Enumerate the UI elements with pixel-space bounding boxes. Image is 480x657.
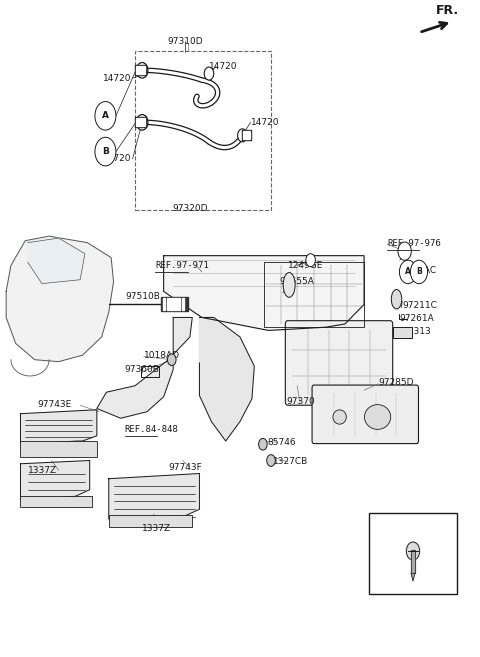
Bar bbox=[178, 298, 180, 309]
Circle shape bbox=[410, 260, 428, 284]
Bar bbox=[141, 365, 159, 377]
Bar bbox=[135, 65, 145, 75]
Text: 1249GE: 1249GE bbox=[288, 261, 323, 270]
Text: 1018AD: 1018AD bbox=[395, 523, 431, 532]
Bar bbox=[411, 551, 415, 573]
Text: 1337Z: 1337Z bbox=[28, 466, 57, 475]
Polygon shape bbox=[28, 238, 85, 284]
Bar bbox=[170, 298, 173, 309]
Bar bbox=[21, 441, 97, 457]
Text: 14720: 14720 bbox=[251, 118, 279, 127]
Text: 97370: 97370 bbox=[287, 397, 315, 407]
Text: A: A bbox=[405, 267, 411, 277]
Ellipse shape bbox=[333, 410, 346, 424]
Text: 1018AD: 1018AD bbox=[144, 351, 180, 359]
Bar bbox=[135, 51, 271, 210]
Bar bbox=[163, 298, 165, 309]
Circle shape bbox=[95, 137, 116, 166]
Circle shape bbox=[259, 438, 267, 450]
Circle shape bbox=[399, 260, 417, 284]
Text: 97211C: 97211C bbox=[402, 302, 437, 310]
Text: 14720: 14720 bbox=[209, 62, 238, 71]
Text: 1327CB: 1327CB bbox=[274, 457, 309, 466]
Text: REF.97-971: REF.97-971 bbox=[155, 261, 209, 270]
Bar bbox=[136, 118, 144, 125]
Bar bbox=[174, 298, 177, 309]
Bar bbox=[264, 262, 364, 327]
Polygon shape bbox=[97, 317, 192, 419]
Text: 97320D: 97320D bbox=[172, 204, 208, 213]
Bar bbox=[167, 298, 169, 309]
Text: B: B bbox=[102, 147, 109, 156]
Text: FR.: FR. bbox=[435, 4, 458, 17]
Text: REF.97-976: REF.97-976 bbox=[387, 239, 441, 248]
Text: 1337Z: 1337Z bbox=[142, 524, 171, 533]
Text: 1327AC: 1327AC bbox=[402, 266, 437, 275]
Ellipse shape bbox=[364, 405, 391, 430]
Circle shape bbox=[398, 242, 411, 260]
Polygon shape bbox=[109, 474, 199, 519]
Circle shape bbox=[168, 354, 176, 365]
Text: 97743F: 97743F bbox=[168, 463, 202, 472]
Bar bbox=[369, 512, 457, 594]
Bar bbox=[21, 495, 92, 507]
FancyBboxPatch shape bbox=[312, 385, 419, 443]
Polygon shape bbox=[6, 236, 114, 361]
Bar bbox=[161, 296, 188, 311]
Text: 97261A: 97261A bbox=[399, 314, 433, 323]
Ellipse shape bbox=[283, 273, 295, 297]
Ellipse shape bbox=[391, 290, 402, 309]
Circle shape bbox=[95, 102, 116, 130]
Text: 97360B: 97360B bbox=[124, 365, 159, 374]
Circle shape bbox=[136, 62, 148, 78]
Bar bbox=[242, 130, 252, 140]
Text: 97655A: 97655A bbox=[279, 277, 314, 286]
Bar bbox=[393, 327, 412, 338]
Polygon shape bbox=[21, 461, 90, 499]
Bar bbox=[182, 298, 184, 309]
Circle shape bbox=[136, 114, 148, 130]
Text: B: B bbox=[416, 267, 422, 277]
Text: A: A bbox=[102, 111, 109, 120]
Bar bbox=[135, 117, 145, 127]
Text: 97313: 97313 bbox=[402, 327, 431, 336]
Text: REF.84-848: REF.84-848 bbox=[124, 425, 178, 434]
Circle shape bbox=[406, 542, 420, 560]
Circle shape bbox=[267, 455, 276, 466]
Bar bbox=[411, 551, 415, 573]
Text: 97743E: 97743E bbox=[37, 400, 72, 409]
Text: 97285D: 97285D bbox=[378, 378, 414, 387]
Polygon shape bbox=[21, 410, 97, 444]
Polygon shape bbox=[199, 317, 254, 441]
Circle shape bbox=[306, 254, 315, 267]
Circle shape bbox=[238, 129, 247, 142]
Circle shape bbox=[204, 67, 214, 80]
Text: 85746: 85746 bbox=[268, 438, 296, 447]
FancyBboxPatch shape bbox=[285, 321, 393, 405]
Polygon shape bbox=[411, 573, 415, 581]
Text: 14720: 14720 bbox=[103, 154, 131, 163]
Text: 97510B: 97510B bbox=[125, 292, 160, 301]
Bar bbox=[109, 515, 192, 527]
Bar bbox=[136, 66, 144, 74]
Text: 14720: 14720 bbox=[103, 74, 131, 83]
Text: 97310D: 97310D bbox=[168, 37, 203, 45]
Bar bbox=[243, 131, 251, 139]
Polygon shape bbox=[164, 256, 364, 330]
